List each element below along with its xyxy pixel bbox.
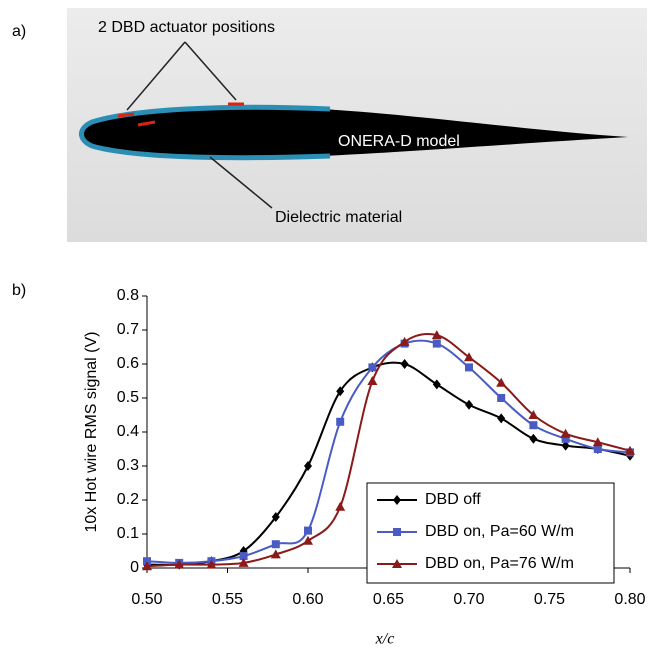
marker bbox=[497, 413, 506, 424]
marker bbox=[464, 352, 474, 362]
marker bbox=[592, 437, 603, 447]
legend-label: DBD on, Pa=76 W/m bbox=[425, 555, 574, 572]
marker bbox=[142, 561, 152, 571]
line bbox=[146, 339, 631, 564]
marker bbox=[304, 461, 312, 471]
marker bbox=[399, 336, 410, 346]
legend-marker bbox=[393, 495, 401, 505]
marker bbox=[496, 377, 507, 387]
panel-label: a) bbox=[12, 23, 26, 40]
model-diagram: 2 DBD actuator positions ONERA-D model D… bbox=[67, 8, 647, 242]
marker bbox=[336, 386, 345, 397]
marker bbox=[238, 557, 249, 567]
y-tick-label: 0.8 bbox=[117, 287, 139, 304]
marker bbox=[271, 512, 280, 522]
marker bbox=[561, 434, 570, 443]
y-tick-label: 0 bbox=[130, 559, 139, 576]
marker bbox=[335, 501, 346, 511]
airfoil bbox=[79, 106, 628, 158]
panel-label: b) bbox=[12, 282, 26, 299]
annotation: Dielectric material bbox=[275, 209, 402, 226]
marker bbox=[465, 363, 473, 372]
marker bbox=[368, 363, 377, 372]
marker bbox=[143, 557, 151, 566]
legend-marker bbox=[392, 559, 402, 568]
line bbox=[146, 333, 631, 568]
marker bbox=[432, 379, 441, 390]
dielectric-layer bbox=[79, 104, 331, 161]
x-tick-label: 0.60 bbox=[292, 591, 323, 608]
actuator bbox=[137, 120, 156, 127]
x-axis-label: x/c bbox=[375, 631, 395, 648]
marker bbox=[431, 330, 442, 340]
marker bbox=[529, 421, 538, 430]
marker bbox=[206, 559, 217, 569]
x-tick-label: 0.80 bbox=[614, 591, 645, 608]
marker bbox=[625, 445, 635, 455]
y-tick-label: 0.6 bbox=[117, 355, 139, 372]
marker bbox=[497, 394, 506, 402]
legend-marker bbox=[393, 528, 401, 536]
arrow bbox=[209, 156, 273, 209]
marker bbox=[303, 535, 313, 545]
y-tick-label: 0.2 bbox=[117, 491, 139, 508]
legend-label: DBD off bbox=[425, 491, 481, 508]
marker bbox=[529, 433, 538, 444]
y-tick-label: 0.1 bbox=[117, 525, 139, 542]
y-tick-label: 0.4 bbox=[117, 423, 139, 440]
marker bbox=[270, 549, 281, 559]
x-tick-label: 0.50 bbox=[131, 591, 162, 608]
marker bbox=[528, 410, 539, 419]
marker bbox=[561, 440, 570, 451]
y-axis-label: 10x Hot wire RMS signal (V) bbox=[83, 332, 100, 533]
marker bbox=[174, 559, 185, 569]
marker bbox=[593, 445, 602, 453]
marker bbox=[239, 552, 248, 561]
x-tick-label: 0.65 bbox=[373, 591, 404, 608]
legend-label: DBD on, Pa=60 W/m bbox=[425, 523, 574, 540]
y-tick-label: 0.7 bbox=[117, 321, 139, 338]
annotation: 2 DBD actuator positions bbox=[98, 19, 275, 36]
marker bbox=[400, 359, 409, 369]
marker bbox=[367, 376, 378, 385]
x-tick-label: 0.75 bbox=[534, 591, 565, 608]
marker bbox=[432, 339, 441, 348]
x-tick-label: 0.55 bbox=[212, 591, 243, 608]
y-tick-label: 0.3 bbox=[117, 457, 139, 474]
marker bbox=[304, 526, 312, 535]
actuator bbox=[117, 112, 135, 118]
y-tick-label: 0.5 bbox=[117, 389, 139, 406]
model-label: ONERA-D model bbox=[338, 133, 460, 150]
marker bbox=[560, 428, 571, 438]
x-tick-label: 0.70 bbox=[453, 591, 484, 608]
arrow bbox=[126, 41, 186, 111]
arrow bbox=[184, 41, 237, 101]
line bbox=[146, 361, 631, 566]
marker bbox=[336, 417, 345, 426]
marker bbox=[465, 399, 473, 410]
marker bbox=[271, 540, 280, 549]
